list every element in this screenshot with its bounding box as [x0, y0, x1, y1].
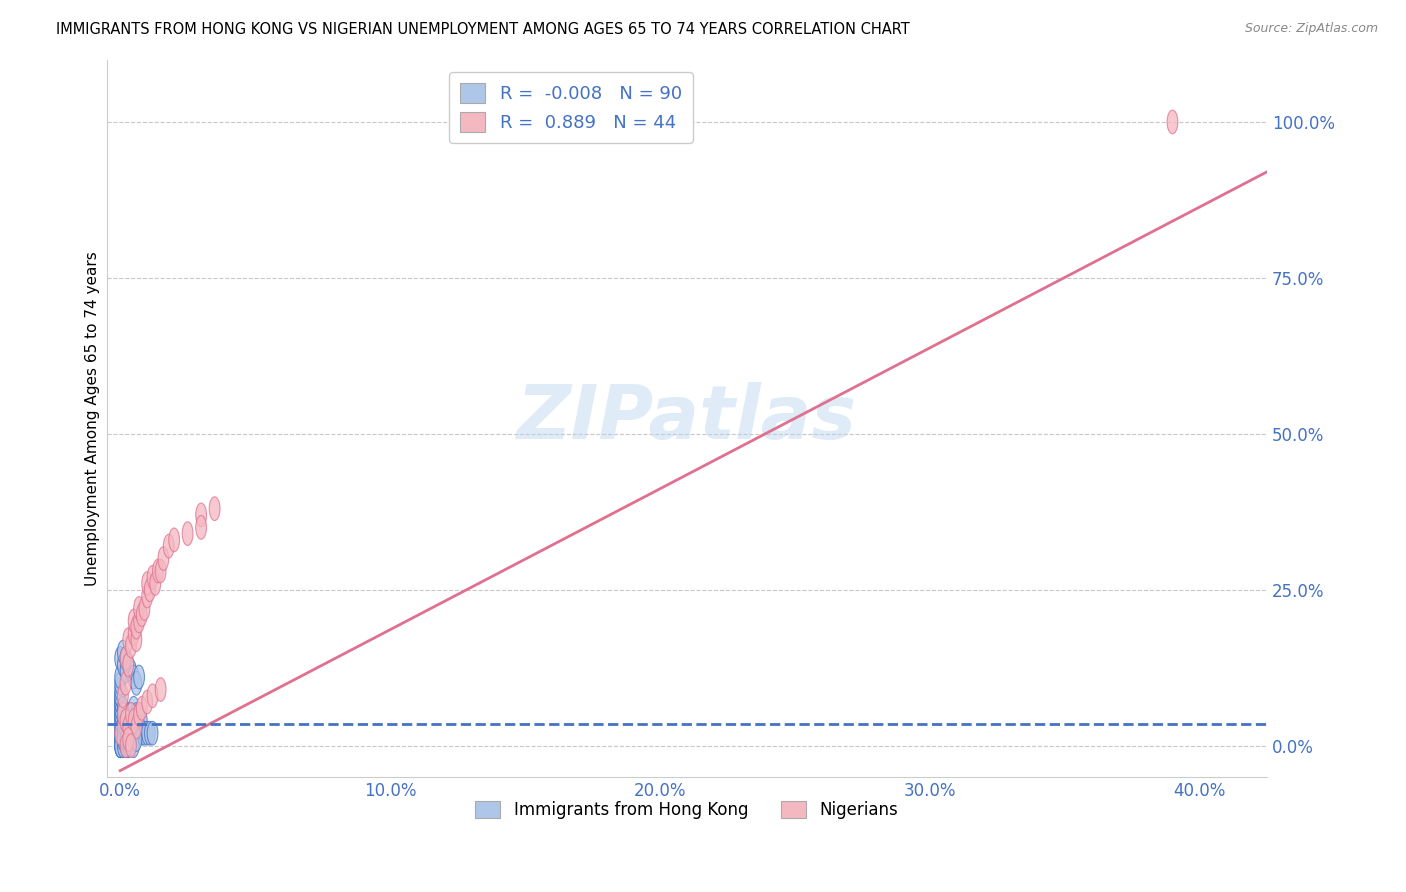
Text: ZIPatlas: ZIPatlas — [517, 382, 856, 455]
Text: IMMIGRANTS FROM HONG KONG VS NIGERIAN UNEMPLOYMENT AMONG AGES 65 TO 74 YEARS COR: IMMIGRANTS FROM HONG KONG VS NIGERIAN UN… — [56, 22, 910, 37]
Text: Source: ZipAtlas.com: Source: ZipAtlas.com — [1244, 22, 1378, 36]
Legend: Immigrants from Hong Kong, Nigerians: Immigrants from Hong Kong, Nigerians — [468, 795, 905, 826]
Y-axis label: Unemployment Among Ages 65 to 74 years: Unemployment Among Ages 65 to 74 years — [86, 251, 100, 586]
